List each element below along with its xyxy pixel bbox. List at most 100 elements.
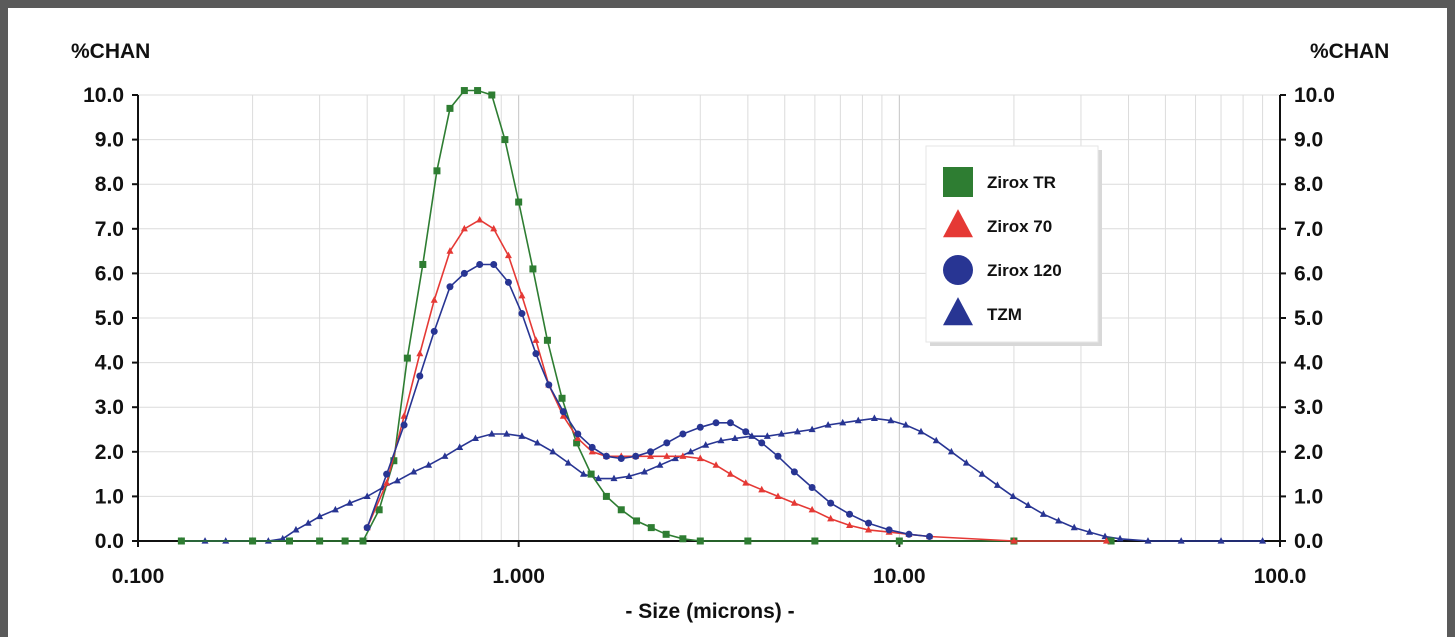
data-point-zirox-120 [588, 443, 596, 451]
data-point-tzm [854, 416, 862, 424]
series-tzm [177, 414, 1267, 544]
data-point-zirox-tr [177, 537, 185, 545]
data-point-tzm [978, 470, 986, 477]
data-point-tzm [518, 432, 526, 439]
data-point-zirox-120 [663, 439, 671, 447]
data-point-zirox-70 [460, 224, 468, 232]
data-point-zirox-tr [617, 506, 625, 514]
y-tick-label-right: 6.0 [1294, 262, 1323, 285]
data-point-tzm [425, 461, 433, 468]
y-tick-label-right: 2.0 [1294, 441, 1323, 464]
data-point-zirox-70 [774, 492, 782, 500]
y-tick-label-left: 10.0 [83, 84, 124, 107]
data-point-zirox-70 [647, 452, 655, 459]
data-point-zirox-70 [679, 452, 687, 459]
data-point-zirox-70 [476, 215, 484, 223]
data-point-tzm [656, 461, 664, 468]
data-point-zirox-tr [419, 260, 427, 268]
data-point-zirox-70 [1102, 537, 1110, 544]
y-tick-label-left: 4.0 [95, 352, 124, 375]
data-point-zirox-120 [905, 530, 913, 538]
data-point-tzm [579, 470, 587, 477]
data-point-tzm [549, 447, 557, 455]
legend-label-zirox-tr: Zirox TR [987, 173, 1056, 192]
legend-label-zirox-120: Zirox 120 [987, 261, 1062, 280]
data-point-zirox-120 [679, 430, 687, 438]
data-point-zirox-120 [742, 428, 750, 436]
data-point-zirox-tr [403, 354, 411, 362]
legend-marker-tzm [943, 297, 973, 326]
data-point-zirox-120 [416, 372, 424, 380]
data-point-zirox-120 [545, 381, 553, 389]
data-point-tzm [1039, 510, 1047, 517]
data-point-tzm [331, 505, 339, 513]
data-point-zirox-120 [504, 278, 512, 286]
data-point-tzm [717, 436, 725, 444]
data-point-zirox-120 [446, 283, 454, 291]
data-point-tzm [731, 434, 739, 442]
data-point-zirox-120 [430, 327, 438, 335]
data-point-zirox-120 [647, 448, 655, 456]
data-point-zirox-tr [529, 265, 537, 273]
data-point-tzm [777, 430, 785, 437]
data-point-zirox-120 [632, 452, 640, 460]
y-tick-label-left: 6.0 [95, 262, 124, 285]
data-point-zirox-70 [1010, 537, 1018, 544]
data-point-zirox-120 [827, 499, 835, 507]
x-tick-label: 0.100 [112, 565, 165, 588]
data-point-tzm [1144, 537, 1152, 544]
data-point-tzm [1009, 492, 1017, 500]
data-point-tzm [594, 474, 602, 482]
data-point-tzm [824, 421, 832, 428]
data-point-zirox-tr [573, 439, 581, 447]
data-point-zirox-120 [383, 470, 391, 478]
y-tick-label-right: 8.0 [1294, 173, 1323, 196]
data-point-tzm [1024, 501, 1032, 508]
legend-marker-zirox-tr [943, 167, 973, 197]
data-point-tzm [870, 414, 878, 421]
data-point-zirox-70 [808, 505, 816, 513]
particle-size-chart: 0.0 1.0 2.0 3.0 4.0 5.0 6.0 7.0 8.0 9.0 10.0 0.0 1.… [71, 40, 1389, 623]
data-point-zirox-70 [574, 434, 582, 442]
data-point-tzm [441, 452, 449, 459]
data-point-zirox-120 [774, 452, 782, 460]
data-point-tzm [702, 441, 710, 448]
data-point-tzm [687, 447, 695, 455]
data-point-zirox-tr [602, 492, 610, 500]
data-point-tzm [887, 416, 895, 424]
y-tick-label-left: 5.0 [95, 307, 124, 330]
data-point-tzm [793, 427, 801, 435]
data-point-zirox-tr [895, 537, 903, 545]
data-point-tzm [1086, 528, 1094, 535]
data-point-zirox-70 [712, 461, 720, 468]
data-point-zirox-70 [865, 525, 873, 533]
legend-marker-zirox-70 [943, 209, 973, 238]
y-ticks-right: 0.0 1.0 2.0 3.0 4.0 5.0 6.0 7.0 8.0 9.0 10.0 [1280, 84, 1335, 553]
data-point-zirox-tr [474, 87, 482, 95]
data-point-zirox-tr [460, 87, 468, 95]
data-point-zirox-tr [543, 336, 551, 344]
data-point-zirox-120 [363, 524, 371, 532]
data-point-zirox-tr [375, 506, 383, 514]
data-point-tzm [1116, 534, 1124, 542]
data-point-tzm [808, 425, 816, 433]
y-tick-label-right: 3.0 [1294, 396, 1323, 419]
data-point-tzm [1101, 532, 1109, 540]
data-point-tzm [947, 447, 955, 455]
data-point-zirox-tr [341, 537, 349, 545]
data-point-zirox-120 [460, 269, 468, 277]
y-tick-label-left: 1.0 [95, 485, 124, 508]
data-point-tzm [1259, 537, 1267, 544]
data-point-tzm [279, 534, 287, 542]
data-point-zirox-tr [679, 535, 687, 543]
series-line-tzm [181, 417, 1263, 542]
data-point-tzm [1070, 523, 1078, 531]
y-tick-label-left: 0.0 [95, 530, 124, 553]
data-point-zirox-70 [504, 251, 512, 259]
data-point-zirox-70 [758, 485, 766, 493]
data-point-zirox-tr [633, 517, 641, 525]
data-point-zirox-120 [559, 408, 567, 416]
legend-label-zirox-70: Zirox 70 [987, 217, 1052, 236]
data-point-tzm [640, 467, 648, 475]
data-point-tzm [839, 418, 847, 426]
